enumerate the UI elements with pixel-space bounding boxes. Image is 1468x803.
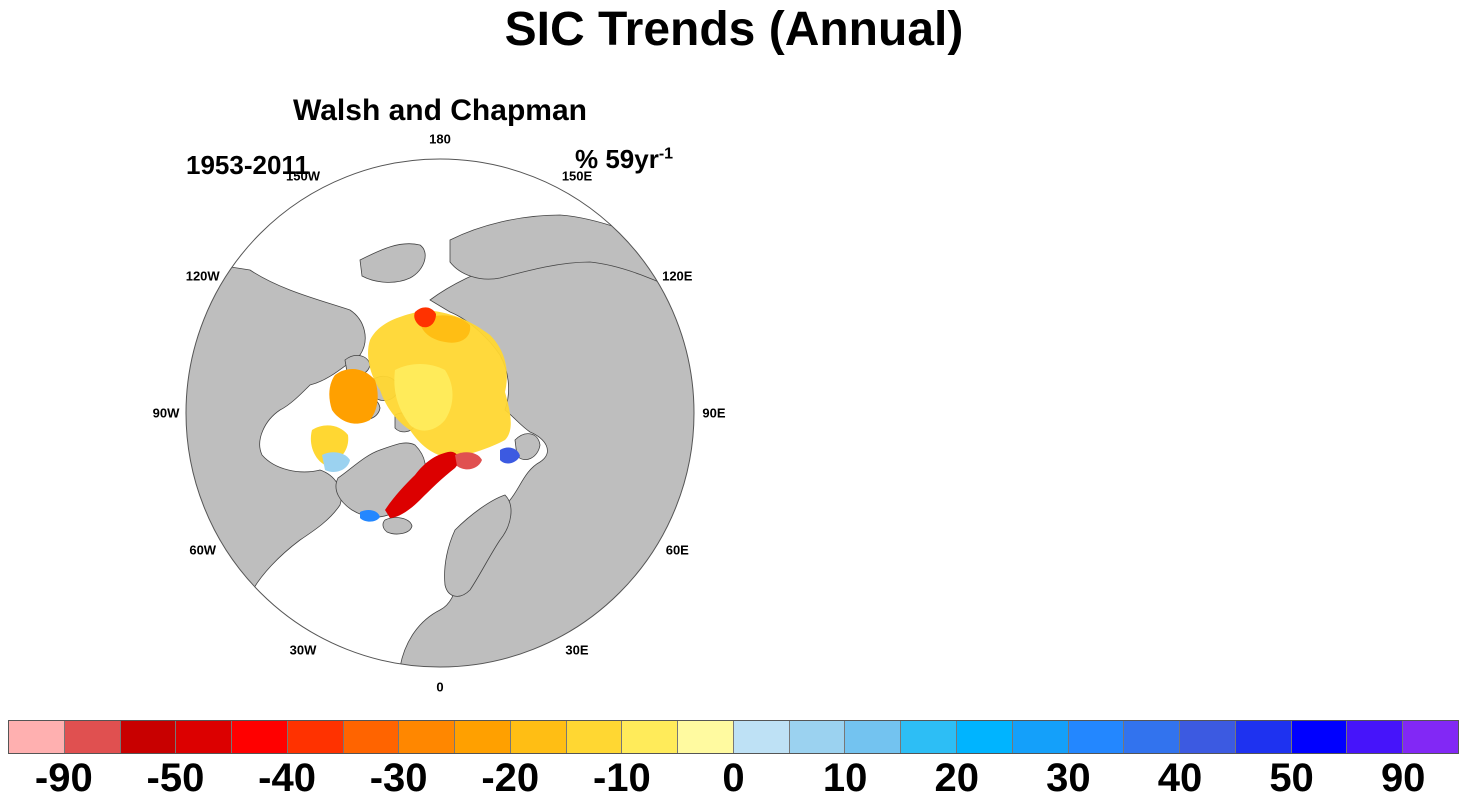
ice-archipelago-orange [329, 368, 378, 424]
colorbar-cell [510, 721, 567, 753]
colorbar-cell [120, 721, 177, 753]
ice-hudson-blue [322, 452, 350, 472]
longitude-label: 180 [429, 131, 451, 147]
land-scandinavia [444, 494, 512, 597]
colorbar-tick-label: 90 [1380, 756, 1426, 800]
colorbar-cell [789, 721, 846, 753]
longitude-label: 90W [152, 405, 180, 421]
ice-barents-blue [500, 447, 520, 464]
colorbar-cell [1180, 721, 1236, 753]
colorbar-tick-label: 10 [822, 756, 868, 800]
colorbar-tick-label: 50 [1269, 756, 1314, 800]
land-iceland [382, 517, 413, 535]
map-boundary [185, 158, 695, 668]
colorbar-cell [64, 721, 121, 753]
colorbar-cell [1347, 721, 1404, 753]
colorbar-cell [901, 721, 958, 753]
longitude-label: 120W [185, 268, 220, 284]
colorbar-tick-label: 40 [1157, 756, 1203, 800]
colorbar-tick-label: -30 [369, 756, 428, 800]
longitude-label: 30W [289, 642, 317, 658]
colorbar-tick-label: -50 [146, 756, 205, 800]
colorbar-cell [343, 721, 400, 753]
colorbar-cell [845, 721, 902, 753]
colorbar-cell [1235, 721, 1292, 753]
longitude-label: 90E [702, 405, 726, 421]
ice-kara-red [455, 452, 482, 470]
units-exponent: -1 [658, 145, 674, 163]
ice-greenland-blue [360, 509, 380, 522]
longitude-label: 30E [565, 642, 589, 658]
longitude-label: 60W [189, 542, 217, 558]
colorbar-cell [1403, 721, 1458, 753]
longitude-label: 0 [436, 679, 444, 695]
land-chukotka [359, 243, 426, 283]
ice-barents-red [385, 451, 459, 518]
colorbar-cell [176, 721, 233, 753]
colorbar [8, 720, 1459, 754]
colorbar-cell [1291, 721, 1348, 753]
colorbar-cell [232, 721, 288, 753]
colorbar-cell [399, 721, 456, 753]
longitude-label: 60E [665, 542, 689, 558]
figure-title: SIC Trends (Annual) [504, 3, 964, 56]
colorbar-cell [1012, 721, 1069, 753]
units-prefix: % 59yr [575, 144, 659, 174]
land-novaya-zemlya [514, 433, 541, 460]
longitude-label: 120E [662, 268, 693, 284]
ice-chukchi-red [414, 307, 436, 328]
colorbar-cell [287, 721, 344, 753]
colorbar-tick-label: 30 [1046, 756, 1091, 800]
colorbar-cell [455, 721, 511, 753]
colorbar-tick-label: -90 [34, 756, 93, 800]
colorbar-cell [9, 721, 65, 753]
period-label: 1953-2011 [186, 150, 309, 180]
colorbar-tick-label: -40 [258, 756, 316, 800]
colorbar-tick-label: 20 [934, 756, 979, 800]
colorbar-cell [566, 721, 623, 753]
sea-ice-trends [310, 307, 520, 522]
colorbar-tick-label: 0 [722, 756, 745, 800]
colorbar-tick-label: -20 [481, 756, 540, 800]
ice-pole-light [394, 364, 453, 431]
colorbar-cell [678, 721, 734, 753]
map-title: Walsh and Chapman [293, 94, 587, 127]
colorbar-cell [957, 721, 1013, 753]
colorbar-cell [1068, 721, 1125, 753]
units-label: % 59yr-1 [575, 144, 673, 175]
colorbar-cell [1124, 721, 1181, 753]
colorbar-cell [622, 721, 679, 753]
polar-map [185, 158, 695, 668]
longitude-label: 150W [286, 168, 320, 184]
colorbar-cell [733, 721, 790, 753]
colorbar-tick-label: -10 [592, 756, 651, 800]
longitude-label: 150E [561, 168, 593, 184]
